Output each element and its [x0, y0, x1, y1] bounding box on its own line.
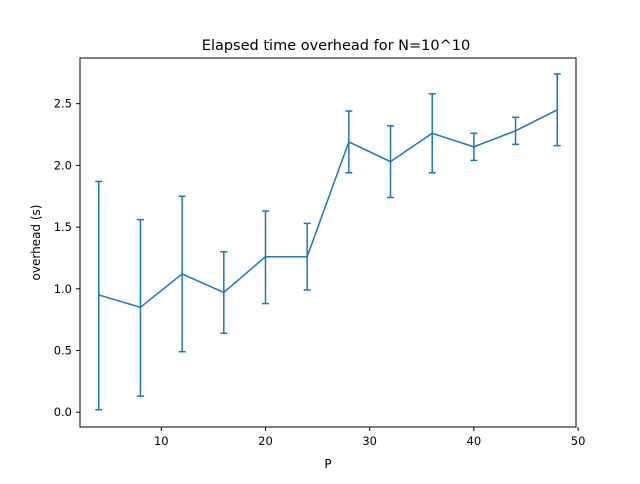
x-tick-label: 30: [362, 434, 377, 448]
y-tick-label: 1.5: [54, 220, 72, 234]
x-tick-label: 20: [258, 434, 273, 448]
x-tick-label: 10: [154, 434, 169, 448]
series-line: [98, 109, 558, 309]
y-tick-label: 0.5: [54, 343, 72, 357]
y-axis-label: overhead (s): [29, 205, 43, 281]
y-tick-label: 0.0: [54, 405, 72, 419]
x-axis-ticks: 10 20 30 40 50: [154, 427, 585, 448]
chart-title: Elapsed time overhead for N=10^10: [202, 38, 470, 54]
plot-layer: [95, 73, 561, 411]
x-axis-label: P: [324, 457, 331, 471]
y-tick-label: 2.5: [54, 97, 72, 111]
y-tick-label: 1.0: [54, 282, 72, 296]
y-tick-label: 2.0: [54, 158, 72, 172]
x-tick-label: 40: [467, 434, 482, 448]
y-axis-ticks: 0.0 0.5 1.0 1.5 2.0 2.5: [54, 97, 80, 419]
x-tick-label: 50: [571, 434, 586, 448]
plot-area-frame: [79, 57, 577, 428]
